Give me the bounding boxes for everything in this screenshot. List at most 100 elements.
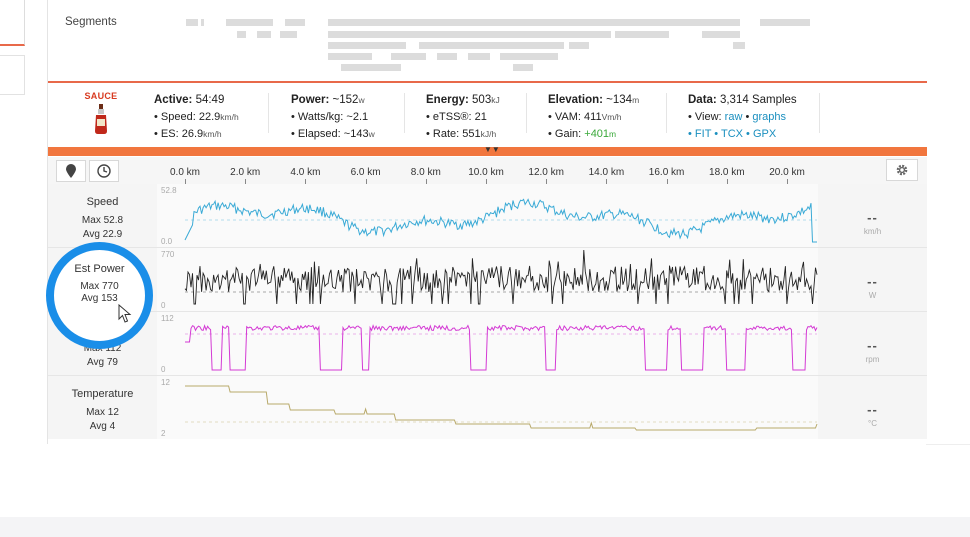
- stream-series: [184, 249, 818, 305]
- axis-tick-label: 16.0 km: [648, 167, 685, 178]
- stream-label[interactable]: Speed Max 52.8 Avg 22.9: [48, 184, 157, 247]
- readout-unit: rpm: [865, 355, 880, 364]
- highlight-name: Est Power: [74, 263, 125, 275]
- settings-button[interactable]: [886, 159, 918, 181]
- stat-line-unit: kJ/h: [480, 129, 497, 139]
- stream-chart[interactable]: 52.8 0.0: [157, 184, 818, 247]
- stream-ymin: 0.0: [161, 237, 173, 246]
- gear-icon: [896, 164, 908, 176]
- export-tcx-link[interactable]: TCX: [720, 128, 743, 140]
- stat-separator: [526, 93, 527, 133]
- stat-data: Data: 3,314 Samples • View: raw • graphs…: [688, 94, 797, 140]
- axis-tick-label: 18.0 km: [709, 167, 745, 178]
- stat-line-label: • Gain:: [548, 128, 585, 140]
- segments-label: Segments: [65, 16, 117, 28]
- axis-tick: [726, 179, 728, 184]
- stream-name: Temperature: [71, 388, 134, 400]
- stat-title: Power:: [291, 94, 330, 106]
- export-gpx-link[interactable]: GPX: [752, 128, 777, 140]
- row-separator: [48, 311, 927, 312]
- stat-line-label: • VAM:: [548, 111, 585, 123]
- stat-value: ~152: [332, 94, 359, 106]
- axis-tick: [305, 179, 307, 184]
- view-raw-link[interactable]: raw: [724, 111, 743, 123]
- stat-value: 503: [472, 94, 492, 106]
- axis-tick: [425, 179, 427, 184]
- stat-line-label: • eTSS®:: [426, 111, 475, 123]
- stat-line-label: • Watts/kg:: [291, 111, 347, 123]
- stream-chart[interactable]: 770 0: [157, 248, 818, 311]
- clock-icon: [97, 164, 111, 178]
- axis-tick-label: 10.0 km: [468, 167, 504, 178]
- stream-ymin: 2: [161, 429, 166, 438]
- axis-tick-label: 12.0 km: [528, 167, 564, 178]
- stat-elevation: Elevation: ~134m • VAM: 411Vm/h • Gain: …: [548, 92, 639, 143]
- distance-axis: 0.0 km 2.0 km 4.0 km 6.0 km 8.0 km 10.0 km 12.…: [48, 157, 927, 184]
- stream-readout: -- W: [818, 248, 927, 311]
- segments-divider: [48, 81, 927, 83]
- axis-tick-label: 0.0 km: [169, 167, 201, 178]
- axis-tick: [546, 179, 548, 184]
- stat-line-value: ~2.1: [346, 111, 369, 123]
- stream-ymin: 0: [161, 365, 166, 374]
- chevron-down-icon[interactable]: ▼▼: [484, 145, 500, 154]
- stream-avg: Avg 22.9: [82, 229, 123, 240]
- stat-separator: [666, 93, 667, 133]
- axis-tick-label: 14.0 km: [588, 167, 625, 178]
- left-tab[interactable]: [0, 55, 25, 95]
- stream-ymin: 0: [161, 301, 166, 310]
- left-tab-active[interactable]: [0, 0, 25, 46]
- stat-separator: [404, 93, 405, 133]
- axis-tick: [486, 179, 487, 184]
- stat-separator: [268, 93, 269, 133]
- axis-tick-label: 8.0 km: [410, 167, 441, 178]
- map-pin-button[interactable]: [56, 160, 86, 182]
- stream-avg: Avg 79: [87, 357, 118, 368]
- stream-ymax: 770: [161, 250, 175, 259]
- stream-line[interactable]: [157, 248, 818, 311]
- readout-value: --: [867, 338, 878, 353]
- readout-value: --: [867, 210, 878, 225]
- highlight-circle: Est Power Max 770 Avg 153: [46, 242, 153, 349]
- stat-line-unit: km/h: [203, 129, 222, 139]
- stat-line-value: 551: [462, 128, 481, 140]
- stat-unit: w: [358, 95, 365, 105]
- axis-tick-label: 2.0 km: [230, 167, 261, 178]
- axis-tick: [365, 179, 367, 184]
- readout-value: --: [867, 402, 878, 417]
- stat-line-label: • Elapsed:: [291, 128, 344, 140]
- stream-line[interactable]: [157, 376, 818, 439]
- clock-button[interactable]: [89, 160, 119, 182]
- pointer-icon: [118, 304, 132, 323]
- export-fit-link[interactable]: FIT: [694, 128, 712, 140]
- readout-value: --: [867, 274, 878, 289]
- row-separator: [48, 247, 927, 248]
- stat-title: Energy:: [426, 94, 469, 106]
- stat-line-label: • ES:: [154, 128, 182, 140]
- stat-separator: [819, 93, 820, 133]
- stream-chart[interactable]: 12 2: [157, 376, 818, 439]
- stream-avg: Avg 4: [89, 421, 116, 432]
- stream-line[interactable]: [157, 312, 818, 375]
- stream-readout: -- km/h: [818, 184, 927, 247]
- view-graphs-link[interactable]: graphs: [752, 111, 787, 123]
- stream-chart[interactable]: 112 0: [157, 312, 818, 375]
- axis-tick: [245, 179, 247, 184]
- stream-ymax: 52.8: [161, 186, 177, 195]
- stream-label[interactable]: Temperature Max 12 Avg 4: [48, 376, 157, 439]
- left-sidebar-edge: [0, 0, 25, 95]
- axis-tick-label: 6.0 km: [350, 167, 381, 178]
- axis-tick: [606, 179, 608, 184]
- stream-row: Temperature Max 12 Avg 4 12 2 -- °C: [48, 376, 927, 439]
- stat-power: Power: ~152w • Watts/kg: ~2.1 • Elapsed:…: [291, 92, 375, 143]
- highlight-max: Max 770: [80, 281, 119, 292]
- axis-tick-label: 20.0 km: [769, 167, 805, 178]
- axis-tick: [666, 179, 668, 184]
- stream-series: [184, 198, 817, 243]
- readout-unit: km/h: [863, 227, 882, 236]
- stream-line[interactable]: [157, 184, 818, 247]
- stat-line-value: 21: [474, 111, 487, 123]
- collapse-bar[interactable]: ▼▼: [48, 145, 927, 156]
